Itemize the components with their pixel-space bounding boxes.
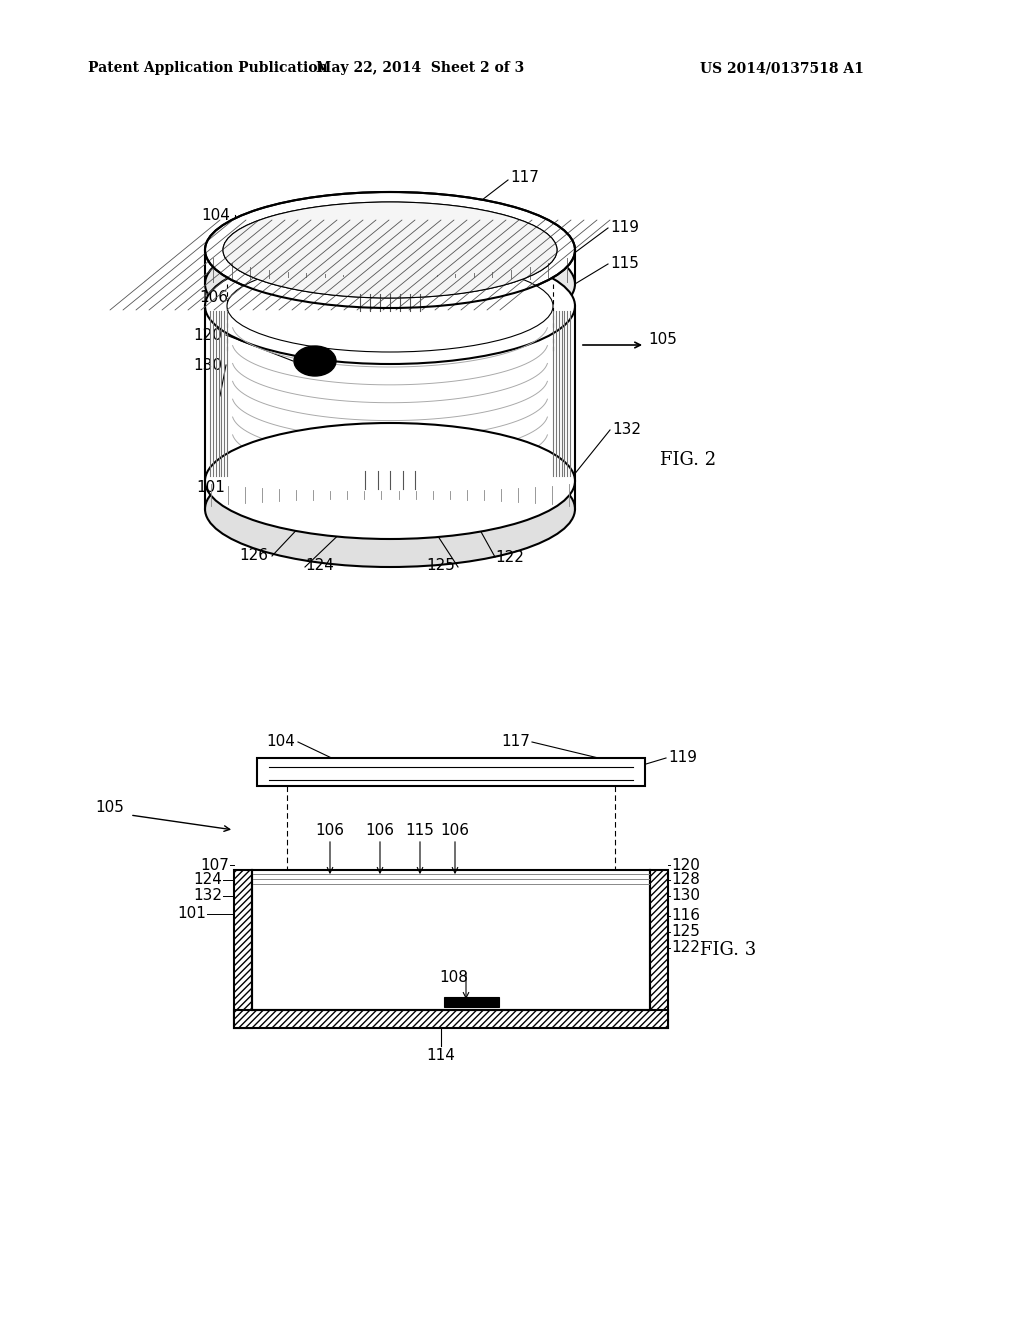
Text: 106: 106 (440, 822, 469, 838)
Text: 124: 124 (305, 558, 334, 573)
Text: 104: 104 (201, 207, 230, 223)
Text: FIG. 3: FIG. 3 (700, 941, 757, 960)
Text: 117: 117 (501, 734, 530, 750)
Bar (443, 997, 499, 1007)
Text: 105: 105 (648, 333, 677, 347)
Text: 132: 132 (193, 888, 222, 903)
Text: 115: 115 (610, 256, 639, 272)
Ellipse shape (223, 202, 557, 298)
Text: 114: 114 (427, 1048, 456, 1063)
Text: 115: 115 (406, 822, 434, 838)
Text: 101: 101 (177, 907, 206, 921)
Text: 126: 126 (239, 549, 268, 564)
Text: 125: 125 (426, 558, 455, 573)
Text: US 2014/0137518 A1: US 2014/0137518 A1 (700, 61, 864, 75)
Ellipse shape (205, 451, 575, 568)
Ellipse shape (223, 202, 557, 298)
Text: 117: 117 (510, 170, 539, 186)
Text: 108: 108 (439, 970, 468, 985)
Text: 106: 106 (199, 290, 228, 305)
Text: 130: 130 (193, 358, 222, 372)
Ellipse shape (205, 422, 575, 539)
Text: 130: 130 (671, 888, 700, 903)
Text: FIG. 2: FIG. 2 (660, 451, 716, 469)
Text: 120: 120 (671, 858, 699, 873)
Text: 124: 124 (194, 873, 222, 887)
Text: 116: 116 (671, 908, 700, 924)
Text: 122: 122 (671, 940, 699, 956)
Text: 122: 122 (495, 549, 524, 565)
Text: 104: 104 (266, 734, 295, 750)
Text: 101: 101 (197, 480, 225, 495)
Bar (650, 870, 668, 1028)
Text: 106: 106 (366, 822, 394, 838)
Ellipse shape (205, 226, 575, 342)
Text: 132: 132 (612, 422, 641, 437)
Text: 125: 125 (671, 924, 699, 940)
Ellipse shape (227, 260, 553, 352)
Text: 128: 128 (671, 873, 699, 887)
Text: 119: 119 (668, 751, 697, 766)
Text: May 22, 2014  Sheet 2 of 3: May 22, 2014 Sheet 2 of 3 (315, 61, 524, 75)
Bar (257, 758, 645, 785)
Ellipse shape (205, 191, 575, 308)
Text: 119: 119 (610, 220, 639, 235)
Text: 105: 105 (95, 800, 124, 816)
Bar (234, 870, 252, 1028)
Text: 106: 106 (315, 822, 344, 838)
Text: 120: 120 (194, 327, 222, 342)
Ellipse shape (205, 248, 575, 364)
Text: Patent Application Publication: Patent Application Publication (88, 61, 328, 75)
Text: 107: 107 (200, 858, 229, 873)
Ellipse shape (294, 346, 336, 376)
Bar (234, 1010, 668, 1028)
